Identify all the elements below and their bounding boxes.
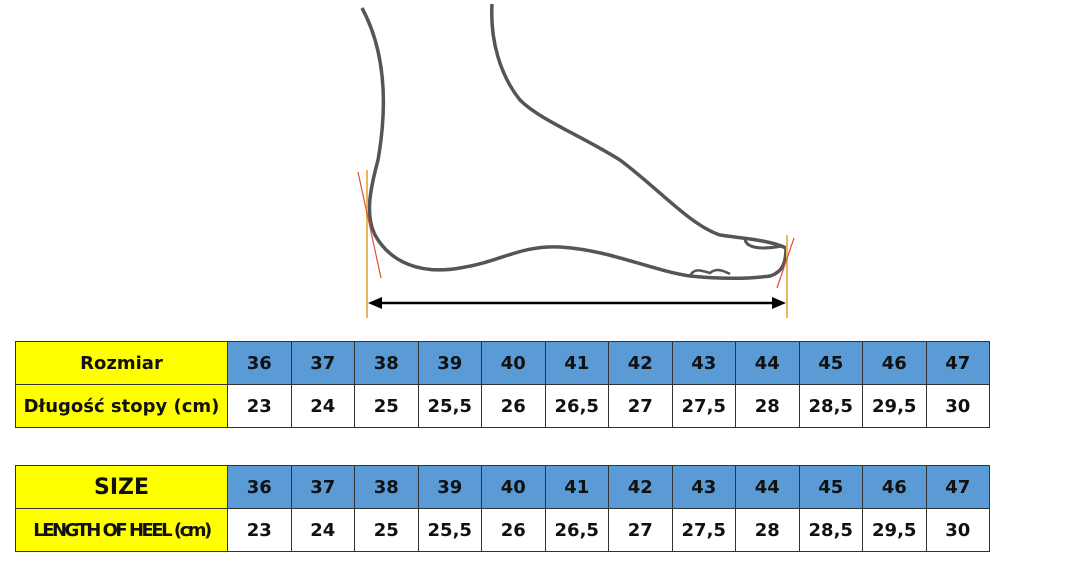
size-table-english: SIZE 36 37 38 39 40 41 42 43 44 45 46 47 LENGTH OF H… — [15, 465, 990, 552]
length-row: Długość stopy (cm) 23 24 25 25,5 26 26,5 27 27,5… — [15, 384, 990, 428]
size-cell: 38 — [354, 465, 419, 509]
length-cell: 28 — [735, 508, 800, 552]
length-row: LENGTH OF HEEL (cm) 23 24 25 25,5 26 26,5 27 27,… — [15, 508, 990, 552]
size-label: Rozmiar — [15, 341, 228, 385]
length-cell: 27,5 — [671, 508, 736, 552]
heel-tangent-line — [357, 171, 382, 279]
size-cell: 40 — [481, 341, 546, 385]
size-cell: 47 — [925, 465, 990, 509]
length-cell: 24 — [290, 508, 355, 552]
size-cell: 43 — [671, 341, 736, 385]
length-cell: 25,5 — [417, 508, 482, 552]
length-cell: 29,5 — [862, 384, 927, 428]
toe-tangent-line — [776, 237, 795, 289]
size-table-polish: Rozmiar 36 37 38 39 40 41 42 43 44 45 46 47 Długość … — [15, 341, 990, 428]
size-label: SIZE — [15, 465, 228, 509]
length-cell: 27,5 — [671, 384, 736, 428]
size-cell: 42 — [608, 341, 673, 385]
length-cell: 29,5 — [862, 508, 927, 552]
length-cell: 25,5 — [417, 384, 482, 428]
length-cell: 30 — [925, 384, 990, 428]
size-cell: 41 — [544, 341, 609, 385]
length-cell: 24 — [290, 384, 355, 428]
size-cell: 41 — [544, 465, 609, 509]
length-cell: 27 — [608, 384, 673, 428]
length-cell: 26 — [481, 508, 546, 552]
size-cell: 44 — [735, 341, 800, 385]
length-cell: 28,5 — [798, 508, 863, 552]
size-cell: 42 — [608, 465, 673, 509]
length-cell: 23 — [227, 384, 292, 428]
arrow-left-icon — [368, 297, 382, 309]
length-cell: 25 — [354, 508, 419, 552]
length-cell: 28,5 — [798, 384, 863, 428]
length-cell: 26,5 — [544, 384, 609, 428]
size-row: SIZE 36 37 38 39 40 41 42 43 44 45 46 47 — [15, 465, 990, 509]
size-cell: 36 — [227, 465, 292, 509]
length-label: LENGTH OF HEEL (cm) — [15, 508, 228, 552]
length-label: Długość stopy (cm) — [15, 384, 228, 428]
length-cell: 26,5 — [544, 508, 609, 552]
length-cell: 25 — [354, 384, 419, 428]
size-cell: 45 — [798, 465, 863, 509]
foot-outline — [360, 3, 788, 281]
foot-measurement-illustration — [357, 3, 795, 318]
arrow-right-icon — [772, 297, 786, 309]
size-cell: 47 — [925, 341, 990, 385]
size-row: Rozmiar 36 37 38 39 40 41 42 43 44 45 46 47 — [15, 341, 990, 385]
toe-creases — [688, 268, 731, 277]
toenail — [743, 237, 783, 250]
size-cell: 39 — [417, 465, 482, 509]
size-cell: 43 — [671, 465, 736, 509]
size-cell: 40 — [481, 465, 546, 509]
size-cell: 44 — [735, 465, 800, 509]
length-cell: 26 — [481, 384, 546, 428]
size-cell: 36 — [227, 341, 292, 385]
size-cell: 46 — [862, 341, 927, 385]
size-cell: 37 — [290, 341, 355, 385]
size-cell: 38 — [354, 341, 419, 385]
length-cell: 23 — [227, 508, 292, 552]
length-cell: 27 — [608, 508, 673, 552]
size-cell: 39 — [417, 341, 482, 385]
size-cell: 37 — [290, 465, 355, 509]
size-cell: 45 — [798, 341, 863, 385]
size-cell: 46 — [862, 465, 927, 509]
length-cell: 28 — [735, 384, 800, 428]
length-cell: 30 — [925, 508, 990, 552]
